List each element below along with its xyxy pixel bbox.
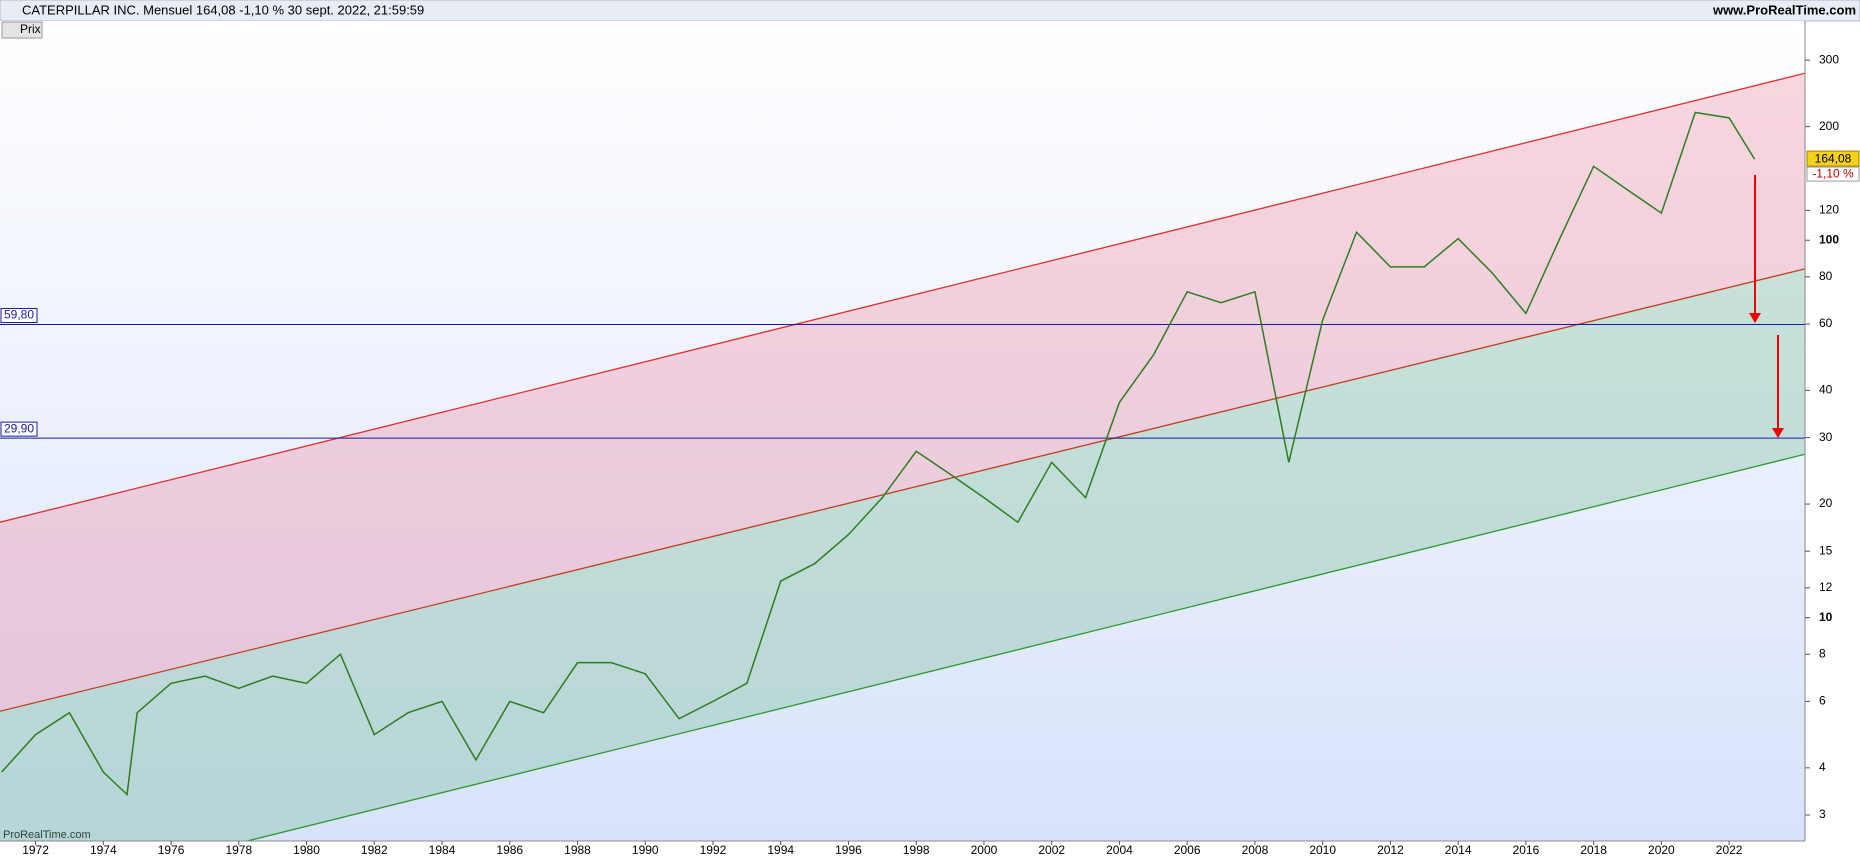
channel-band [0, 73, 1805, 712]
level-label: 59,80 [4, 308, 34, 322]
x-tick-label: 1976 [158, 843, 185, 857]
price-line [1, 111, 1756, 797]
chart-title: CATERPILLAR INC. Mensuel 164,08 -1,10 % … [22, 2, 424, 17]
x-tick-label: 2020 [1648, 843, 1675, 857]
y-tick-label: 3 [1819, 807, 1826, 821]
x-tick-label: 2008 [1242, 843, 1269, 857]
x-tick-label: 1994 [767, 843, 794, 857]
y-tick-label: 300 [1819, 52, 1839, 66]
y-tick-label: 200 [1819, 119, 1839, 133]
y-tick-label: 20 [1819, 496, 1833, 510]
channel-line [0, 268, 1805, 712]
channel-line [0, 72, 1805, 523]
last-price-box [1806, 150, 1860, 167]
watermark: ProRealTime.com [3, 829, 91, 841]
plot-area [0, 21, 1805, 841]
level-label: 29,90 [4, 421, 34, 435]
x-tick-label: 1980 [293, 843, 320, 857]
x-tick-label: 2002 [1038, 843, 1065, 857]
y-tick-label: 60 [1819, 316, 1833, 330]
x-tick-label: 1984 [429, 843, 456, 857]
plot-layer [0, 72, 1805, 841]
x-tick-label: 1998 [903, 843, 930, 857]
x-tick-label: 2010 [1309, 843, 1336, 857]
x-tick-label: 1982 [361, 843, 388, 857]
x-tick-label: 2004 [1106, 843, 1133, 857]
y-tick-label: 8 [1819, 646, 1826, 660]
x-tick-label: 2014 [1445, 843, 1472, 857]
x-tick-label: 2016 [1513, 843, 1540, 857]
x-tick-label: 1974 [90, 843, 117, 857]
change: -1,10 % [1812, 166, 1854, 180]
x-tick-label: 1986 [496, 843, 523, 857]
y-tick-label: 80 [1819, 269, 1833, 283]
channel-line [244, 453, 1805, 841]
channel-band [0, 268, 1805, 841]
annotations [1749, 175, 1784, 438]
x-tick-label: 2000 [971, 843, 998, 857]
last-price: 164,08 [1815, 151, 1852, 165]
y-tick-label: 100 [1819, 232, 1839, 246]
y-tick-label: 4 [1819, 760, 1826, 774]
level-label-box [0, 308, 38, 324]
x-tick-label: 1988 [564, 843, 591, 857]
y-tick-label: 120 [1819, 203, 1839, 217]
y-tick-label: 10 [1819, 610, 1833, 624]
x-tick-label: 2022 [1716, 843, 1743, 857]
x-tick-label: 1972 [22, 843, 49, 857]
x-tick-label: 2018 [1580, 843, 1607, 857]
y-tick-label: 40 [1819, 383, 1833, 397]
x-tick-label: 1978 [225, 843, 252, 857]
x-tick-label: 2012 [1377, 843, 1404, 857]
x-tick-label: 2006 [1174, 843, 1201, 857]
y-tick-label: 6 [1819, 694, 1826, 708]
site: www.ProRealTime.com [1712, 2, 1856, 17]
indicator-box[interactable] [1, 21, 43, 39]
level-label-box [0, 421, 38, 437]
x-tick-label: 1990 [632, 843, 659, 857]
y-tick-label: 30 [1819, 430, 1833, 444]
y-tick-label: 15 [1819, 543, 1833, 557]
x-tick-label: 1992 [700, 843, 727, 857]
change-box [1806, 166, 1860, 182]
indicator: Prix [20, 22, 41, 36]
x-tick-label: 1996 [835, 843, 862, 857]
y-tick-label: 12 [1819, 580, 1833, 594]
